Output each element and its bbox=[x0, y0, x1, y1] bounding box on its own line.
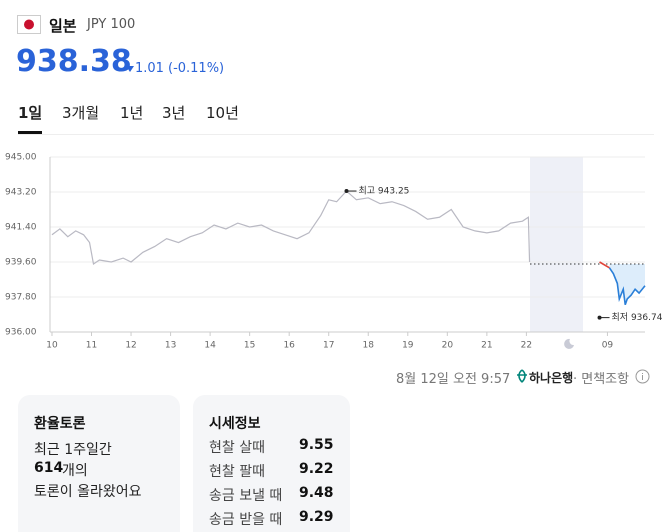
quote-label: 송금 보낼 때 bbox=[209, 488, 283, 504]
x-tick-label: 15 bbox=[244, 341, 255, 351]
y-tick-label: 939.60 bbox=[5, 258, 37, 268]
y-tick-label: 936.00 bbox=[5, 328, 37, 338]
quote-value: 9.29 bbox=[299, 509, 334, 525]
y-tick-label: 943.20 bbox=[5, 188, 37, 198]
today-area bbox=[609, 263, 645, 305]
annotation-label: 최저 936.74 bbox=[612, 312, 663, 323]
quotes-card: 시세정보 현찰 살때 9.55 현찰 팔때 9.22 송금 보낼 때 9.48 송금 받을 … bbox=[193, 395, 350, 532]
quote-value: 9.22 bbox=[299, 461, 334, 477]
currency-code: JPY 100 bbox=[87, 17, 136, 32]
y-tick-label: 941.40 bbox=[5, 223, 37, 233]
night-icon bbox=[564, 338, 574, 349]
card-text: 토론이 올라왔어요 bbox=[34, 484, 142, 500]
card-text: 개의 bbox=[62, 463, 88, 479]
change: 1.01 bbox=[135, 61, 164, 76]
x-tick-label: 20 bbox=[442, 341, 454, 351]
tab-underline bbox=[18, 131, 42, 134]
down-arrow bbox=[126, 66, 134, 72]
y-tick-label: 937.80 bbox=[5, 293, 37, 303]
chart: 945.00 943.20 941.40 939.60 937.80 936.00 10 11… bbox=[5, 153, 663, 351]
x-tick-label: 22 bbox=[521, 341, 532, 351]
x-tick-label: 13 bbox=[165, 341, 176, 351]
card-text: 최근 1주일간 bbox=[34, 442, 112, 458]
quote-label: 송금 받을 때 bbox=[209, 512, 283, 528]
series-line bbox=[51, 190, 531, 265]
series-line bbox=[608, 267, 646, 306]
quote-value: 9.48 bbox=[299, 485, 334, 501]
tab[interactable]: 10년 bbox=[206, 104, 239, 122]
timestamp: 8월 12일 오전 9:57 bbox=[396, 372, 511, 387]
quote-value: 9.55 bbox=[299, 437, 334, 453]
flag bbox=[17, 15, 41, 34]
x-tick-label: 17 bbox=[323, 341, 334, 351]
tab[interactable]: 1년 bbox=[120, 104, 144, 122]
disclaimer[interactable]: · 면책조항 bbox=[573, 372, 630, 387]
x-tick-label: 12 bbox=[125, 341, 136, 351]
tab[interactable]: 3년 bbox=[162, 104, 186, 122]
card-title: 시세정보 bbox=[209, 416, 261, 432]
bank-logo bbox=[517, 369, 527, 383]
price: 938.38 bbox=[16, 44, 132, 79]
x-tick-label: 19 bbox=[402, 341, 414, 351]
tab[interactable]: 3개월 bbox=[62, 104, 100, 122]
y-tick-label: 945.00 bbox=[5, 153, 37, 163]
info-icon[interactable] bbox=[635, 369, 650, 384]
closed-band bbox=[530, 157, 583, 332]
quote-label: 현찰 살때 bbox=[209, 440, 265, 456]
annotation-label: 최고 943.25 bbox=[359, 186, 410, 197]
series-line bbox=[599, 261, 610, 269]
change-percent: (-0.11%) bbox=[168, 61, 225, 76]
tab[interactable]: 1일 bbox=[18, 104, 43, 122]
x-tick-label: 18 bbox=[363, 341, 375, 351]
x-tick-label: 09 bbox=[602, 341, 614, 351]
discussion-card[interactable]: 환율토론 최근 1주일간 614 개의 토론이 올라왔어요 bbox=[18, 395, 180, 532]
card-title: 환율토론 bbox=[34, 416, 86, 432]
currency-name: 일본 bbox=[49, 17, 77, 35]
source: 하나은행 bbox=[529, 371, 574, 385]
card-count: 614 bbox=[34, 460, 64, 476]
quote-label: 현찰 팔때 bbox=[209, 464, 265, 480]
x-tick-label: 16 bbox=[283, 341, 295, 351]
x-tick-label: 10 bbox=[46, 341, 58, 351]
x-tick-label: 14 bbox=[204, 341, 216, 351]
divider bbox=[18, 134, 654, 135]
x-tick-label: 11 bbox=[86, 341, 97, 351]
x-tick-label: 21 bbox=[481, 341, 492, 351]
